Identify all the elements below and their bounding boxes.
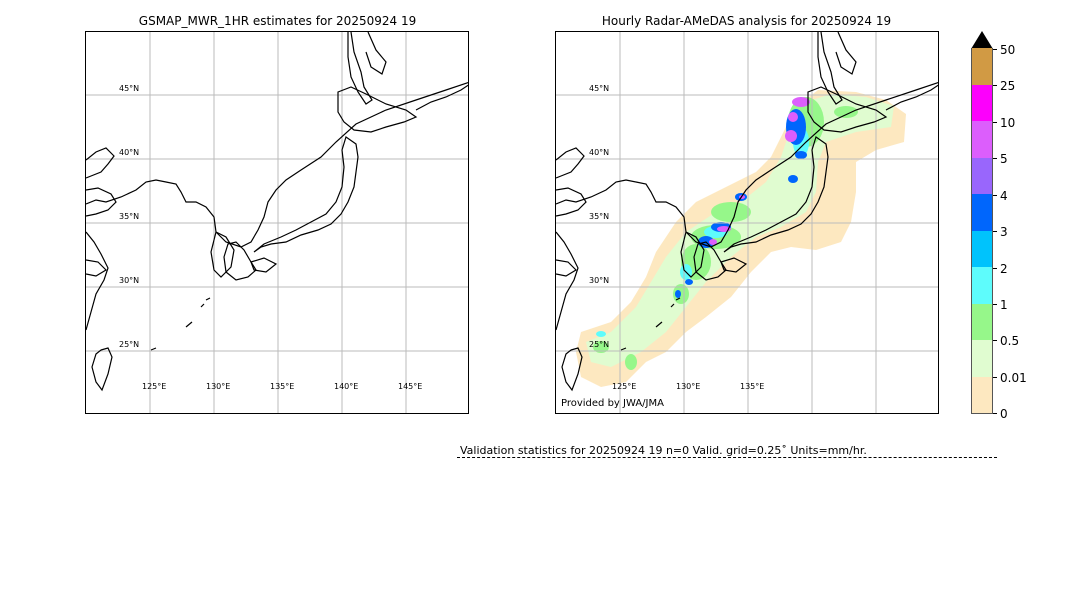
colorbar	[971, 48, 993, 414]
left-panel-title: GSMAP_MWR_1HR estimates for 20250924 19	[138, 14, 417, 28]
colorbar-seg-2	[972, 303, 992, 340]
colorbar-seg-7	[972, 121, 992, 158]
lat-label-25: 25°N	[119, 340, 140, 349]
left-map-canvas	[86, 32, 468, 413]
right-map: 45°N 40°N 35°N 30°N 25°N 125°E 130°E 135…	[555, 31, 939, 414]
colorbar-extend-max-arrow	[971, 31, 993, 49]
lat-label-25: 25°N	[589, 340, 610, 349]
colorbar-label-4: 4	[1000, 189, 1008, 203]
lat-label-35: 35°N	[589, 212, 610, 221]
lon-label-130: 130°E	[206, 382, 231, 391]
colorbar-label-2: 2	[1000, 262, 1008, 276]
validation-divider	[457, 457, 997, 458]
coastlines	[556, 32, 938, 392]
colorbar-seg-9	[972, 48, 992, 85]
lon-label-140: 140°E	[334, 382, 359, 391]
coastlines	[86, 32, 468, 392]
right-map-canvas	[556, 32, 938, 413]
colorbar-seg-1	[972, 340, 992, 377]
colorbar-label-3: 3	[1000, 225, 1008, 239]
lat-label-35: 35°N	[119, 212, 140, 221]
colorbar-seg-4	[972, 230, 992, 267]
validation-statistics: Validation statistics for 20250924 19 n=…	[460, 444, 867, 457]
colorbar-label-25: 25	[1000, 79, 1016, 93]
data-credit: Provided by JWA/JMA	[561, 398, 664, 409]
lon-label-125: 125°E	[612, 382, 637, 391]
colorbar-label-0.01: 0.01	[1000, 371, 1027, 385]
left-map: 45°N 40°N 35°N 30°N 25°N 125°E 130°E 135…	[85, 31, 469, 414]
colorbar-seg-6	[972, 157, 992, 194]
lon-label-135: 135°E	[740, 382, 765, 391]
colorbar-label-0: 0	[1000, 407, 1008, 421]
colorbar-label-5: 5	[1000, 152, 1008, 166]
lat-label-45: 45°N	[589, 84, 610, 93]
colorbar-seg-0	[972, 376, 992, 413]
precip-field	[576, 90, 906, 387]
right-panel-title: Hourly Radar-AMeDAS analysis for 2025092…	[601, 14, 892, 28]
colorbar-label-1: 1	[1000, 298, 1008, 312]
colorbar-label-10: 10	[1000, 116, 1016, 130]
colorbar-seg-3	[972, 267, 992, 304]
lat-label-45: 45°N	[119, 84, 140, 93]
colorbar-seg-5	[972, 194, 992, 231]
lat-label-40: 40°N	[589, 148, 610, 157]
lat-label-40: 40°N	[119, 148, 140, 157]
lon-label-125: 125°E	[142, 382, 167, 391]
lat-label-30: 30°N	[589, 276, 610, 285]
lat-label-30: 30°N	[119, 276, 140, 285]
lon-label-130: 130°E	[676, 382, 701, 391]
graticule	[556, 32, 938, 413]
colorbar-label-50: 50	[1000, 43, 1016, 57]
lon-label-145: 145°E	[398, 382, 423, 391]
graticule	[86, 32, 468, 413]
lon-label-135: 135°E	[270, 382, 295, 391]
colorbar-seg-8	[972, 84, 992, 121]
colorbar-label-0.5: 0.5	[1000, 334, 1020, 348]
